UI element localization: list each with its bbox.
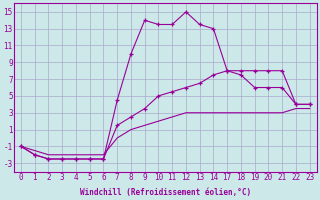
X-axis label: Windchill (Refroidissement éolien,°C): Windchill (Refroidissement éolien,°C)	[80, 188, 251, 197]
